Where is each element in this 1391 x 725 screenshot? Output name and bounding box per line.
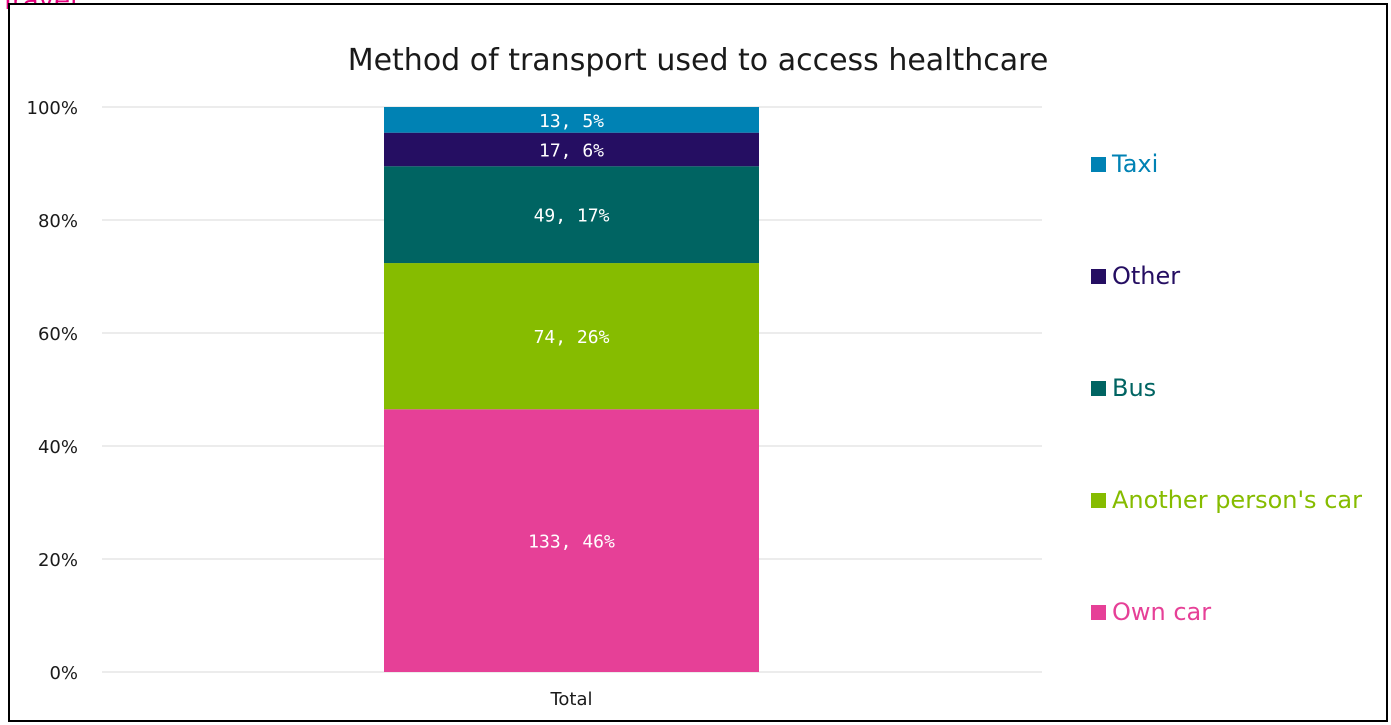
legend-label: Taxi — [1112, 150, 1159, 178]
bar-segment — [384, 107, 759, 133]
y-tick-label: 40% — [38, 437, 78, 458]
legend-item: Bus — [1091, 374, 1156, 402]
y-tick-label: 100% — [27, 98, 78, 119]
legend-item: Another person's car — [1091, 486, 1362, 514]
chart-title: Method of transport used to access healt… — [347, 43, 1049, 78]
chart-plot-area: 0% 20% 40% 60% 80% 100% Total 133, 46% 74, 26% 49… — [27, 98, 1042, 710]
legend-item: Own car — [1091, 598, 1211, 626]
legend-label: Own car — [1112, 598, 1212, 626]
legend-swatch — [1091, 604, 1106, 620]
legend-swatch — [1091, 156, 1106, 172]
legend-swatch — [1091, 492, 1106, 508]
y-tick-label: 80% — [38, 211, 78, 232]
data-label: 74, 26% — [534, 327, 610, 348]
legend-swatch — [1091, 380, 1106, 396]
bar-segment — [384, 166, 759, 264]
x-tick-label: Total — [549, 689, 592, 710]
legend-label: Bus — [1112, 374, 1157, 402]
data-label: 133, 46% — [528, 532, 615, 553]
y-tick-label: 20% — [38, 550, 78, 571]
chart-frame: 0% 20% 40% 60% 80% 100% Total 133, 46% 74, 26% 49… — [8, 3, 1388, 722]
y-tick-label: 60% — [38, 324, 78, 345]
bar-segment — [384, 132, 759, 167]
data-label: 13, 5% — [539, 111, 604, 132]
legend-item: Taxi — [1091, 150, 1158, 178]
data-label: 17, 6% — [539, 140, 604, 161]
legend-swatch — [1091, 268, 1106, 284]
legend-label: Another person's car — [1112, 486, 1362, 514]
data-label: 49, 17% — [534, 206, 610, 227]
legend-item: Other — [1091, 262, 1180, 290]
y-tick-label: 0% — [49, 663, 78, 684]
bar-segment — [384, 263, 759, 410]
bar-segment — [384, 409, 759, 672]
chart-legend: Taxi Other Bus Another person's car Own car — [1091, 5, 1391, 705]
legend-label: Other — [1112, 262, 1181, 290]
